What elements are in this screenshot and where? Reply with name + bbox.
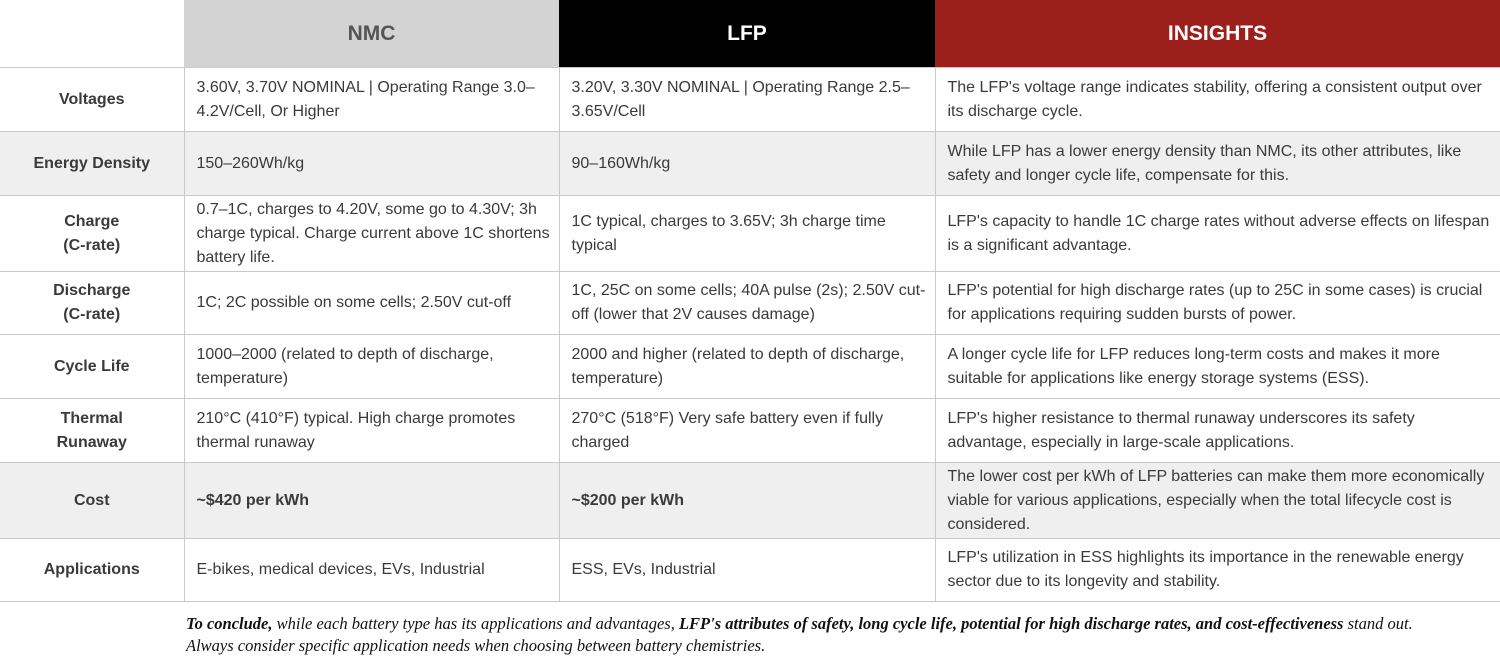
header-lfp: LFP <box>559 0 935 68</box>
row-voltages: Voltages 3.60V, 3.70V NOMINAL | Operatin… <box>0 67 1500 132</box>
row-label-sub: (C-rate) <box>63 306 121 323</box>
lfp-cell: 3.20V, 3.30V NOMINAL | Operating Range 2… <box>559 67 936 132</box>
lfp-cell: ~$200 per kWh <box>559 462 936 539</box>
lfp-cell: 1C typical, charges to 3.65V; 3h charge … <box>559 195 936 272</box>
conclusion-bold: LFP's attributes of safety, long cycle l… <box>678 614 1344 633</box>
lfp-cell: 2000 and higher (related to depth of dis… <box>559 334 936 399</box>
conclusion-part-2: stand out. <box>1343 614 1413 633</box>
conclusion-line-1: To conclude, while each battery type has… <box>186 613 1500 635</box>
insight-cell: A longer cycle life for LFP reduces long… <box>935 334 1500 399</box>
row-label-text: Energy Density <box>33 154 150 172</box>
row-label-text: Applications <box>43 561 140 578</box>
row-label: Thermal Runaway <box>0 398 185 463</box>
header-insights: INSIGHTS <box>935 0 1500 68</box>
insight-cell: LFP's capacity to handle 1C charge rates… <box>935 195 1500 272</box>
row-label: Cost <box>0 462 185 539</box>
insight-cell: The lower cost per kWh of LFP batteries … <box>935 462 1500 539</box>
header-row: NMC LFP INSIGHTS <box>0 0 1500 68</box>
insight-cell: LFP's utilization in ESS highlights its … <box>935 538 1500 602</box>
nmc-cell: 210°C (410°F) typical. High charge promo… <box>184 398 560 463</box>
row-label-text: Voltages <box>59 90 125 108</box>
row-applications: Applications E-bikes, medical devices, E… <box>0 538 1500 602</box>
lfp-cell: 90–160Wh/kg <box>559 131 936 196</box>
row-label: Voltages <box>0 67 185 132</box>
lfp-cell: 1C, 25C on some cells; 40A pulse (2s); 2… <box>559 271 936 335</box>
conclusion-lead: To conclude, <box>186 614 273 633</box>
row-label: Cycle Life <box>0 334 185 399</box>
header-blank <box>0 0 184 68</box>
row-label-text: Cost <box>73 491 110 509</box>
row-label-text: Cycle Life <box>53 357 130 375</box>
conclusion-text: To conclude, while each battery type has… <box>186 613 1500 657</box>
row-discharge: Discharge (C-rate) 1C; 2C possible on som… <box>0 271 1500 335</box>
comparison-table: NMC LFP INSIGHTS Voltages 3.60V, 3.70V N… <box>0 0 1500 602</box>
nmc-cell: 3.60V, 3.70V NOMINAL | Operating Range 3… <box>184 67 560 132</box>
row-label: Applications <box>0 538 185 602</box>
nmc-cell: 0.7–1C, charges to 4.20V, some go to 4.3… <box>184 195 560 272</box>
row-label-text: Discharge <box>53 282 131 299</box>
nmc-cell: 150–260Wh/kg <box>184 131 560 196</box>
lfp-cell: ESS, EVs, Industrial <box>559 538 936 602</box>
insight-cell: LFP's higher resistance to thermal runaw… <box>935 398 1500 463</box>
insight-cell: While LFP has a lower energy density tha… <box>935 131 1500 196</box>
row-label-text: Charge <box>64 212 120 230</box>
row-label-sub: Runaway <box>56 433 127 451</box>
insight-cell: LFP's potential for high discharge rates… <box>935 271 1500 335</box>
row-label: Charge (C-rate) <box>0 195 185 272</box>
conclusion-part-1: while each battery type has its applicat… <box>272 614 679 633</box>
row-label-text: Thermal <box>60 409 123 427</box>
header-nmc: NMC <box>184 0 559 68</box>
nmc-cell: ~$420 per kWh <box>184 462 560 539</box>
row-cycle-life: Cycle Life 1000–2000 (related to depth o… <box>0 334 1500 399</box>
nmc-cell: 1000–2000 (related to depth of discharge… <box>184 334 560 399</box>
row-cost: Cost ~$420 per kWh ~$200 per kWh The low… <box>0 462 1500 539</box>
conclusion-line-2: Always consider specific application nee… <box>186 636 766 655</box>
row-charge: Charge (C-rate) 0.7–1C, charges to 4.20V,… <box>0 195 1500 272</box>
lfp-cell: 270°C (518°F) Very safe battery even if … <box>559 398 936 463</box>
row-energy-density: Energy Density 150–260Wh/kg 90–160Wh/kg … <box>0 131 1500 196</box>
nmc-cell: 1C; 2C possible on some cells; 2.50V cut… <box>184 271 560 335</box>
nmc-cost-value: ~$420 per kWh <box>196 491 310 509</box>
row-label: Energy Density <box>0 131 185 196</box>
row-thermal-runaway: Thermal Runaway 210°C (410°F) typical. Hi… <box>0 398 1500 463</box>
nmc-cell: E-bikes, medical devices, EVs, Industria… <box>184 538 560 602</box>
row-label-sub: (C-rate) <box>63 236 121 254</box>
insight-cell: The LFP's voltage range indicates stabil… <box>935 67 1500 132</box>
row-label: Discharge (C-rate) <box>0 271 185 335</box>
lfp-cost-value: ~$200 per kWh <box>571 491 685 509</box>
